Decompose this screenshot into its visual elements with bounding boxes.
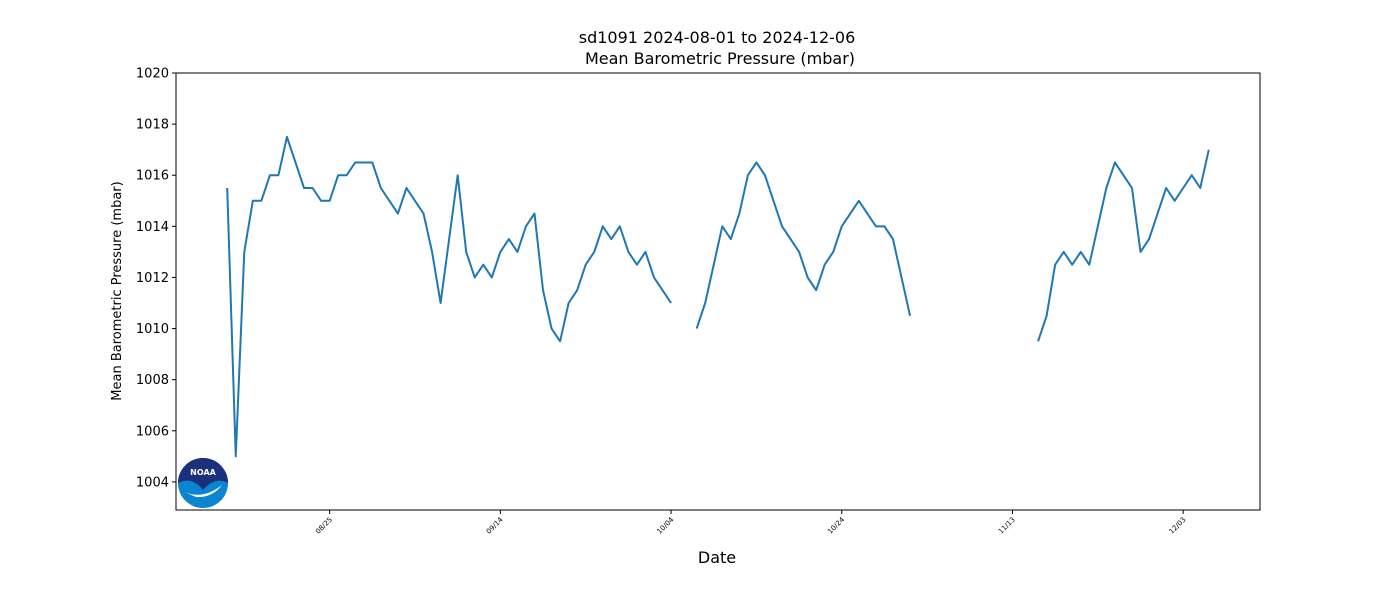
logo: NOAA (178, 458, 228, 508)
x-axis-label: Date (698, 548, 736, 567)
logo-top (178, 458, 228, 490)
y-tick-label: 1008 (136, 373, 169, 388)
y-tick-label: 1014 (136, 220, 169, 235)
logo-text: NOAA (190, 468, 216, 477)
y-axis-label: Mean Barometric Pressure (mbar) (110, 181, 125, 400)
plot-frame (175, 72, 1261, 511)
y-tick-label: 1010 (136, 322, 169, 337)
logo-bird (185, 485, 222, 498)
y-tick-label: 1006 (136, 424, 169, 439)
chart-subtitle: Mean Barometric Pressure (mbar) (585, 49, 855, 68)
y-tick-label: 1020 (136, 67, 169, 82)
chart-title: sd1091 2024-08-01 to 2024-12-06 (579, 28, 856, 47)
y-tick-label: 1016 (136, 169, 169, 184)
y-tick-label: 1012 (136, 271, 169, 286)
y-tick-label: 1018 (136, 118, 169, 133)
data-line (226, 135, 1210, 458)
y-tick-label: 1004 (136, 475, 169, 490)
